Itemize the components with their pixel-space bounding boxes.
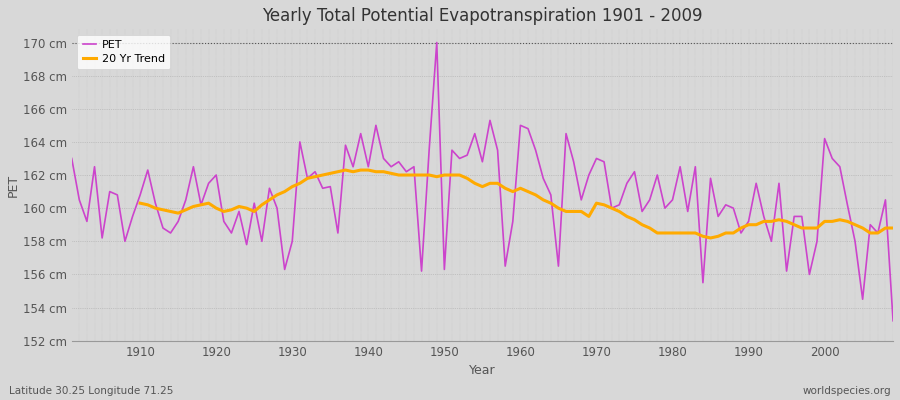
PET (614, 202, 625, 207)
20 Yr Trend (865, 230, 876, 235)
20 Yr Trend (279, 189, 290, 194)
20 Yr Trend (530, 192, 541, 197)
20 Yr Trend (135, 201, 146, 206)
X-axis label: Year: Year (469, 364, 496, 377)
PET (431, 40, 442, 45)
PET (523, 126, 534, 131)
Title: Yearly Total Potential Evapotranspiration 1901 - 2009: Yearly Total Potential Evapotranspiratio… (262, 7, 703, 25)
Text: Latitude 30.25 Longitude 71.25: Latitude 30.25 Longitude 71.25 (9, 386, 174, 396)
20 Yr Trend (591, 201, 602, 206)
20 Yr Trend (887, 226, 898, 230)
Y-axis label: PET: PET (7, 173, 20, 196)
20 Yr Trend (340, 168, 351, 172)
Legend: PET, 20 Yr Trend: PET, 20 Yr Trend (77, 35, 170, 70)
PET (127, 214, 138, 219)
20 Yr Trend (310, 174, 320, 179)
Line: 20 Yr Trend: 20 Yr Trend (140, 170, 893, 238)
PET (340, 143, 351, 148)
20 Yr Trend (705, 236, 716, 240)
Text: worldspecies.org: worldspecies.org (803, 386, 891, 396)
PET (67, 156, 77, 161)
Line: PET: PET (72, 42, 893, 321)
PET (887, 318, 898, 323)
PET (294, 140, 305, 144)
20 Yr Trend (842, 219, 853, 224)
PET (515, 123, 526, 128)
